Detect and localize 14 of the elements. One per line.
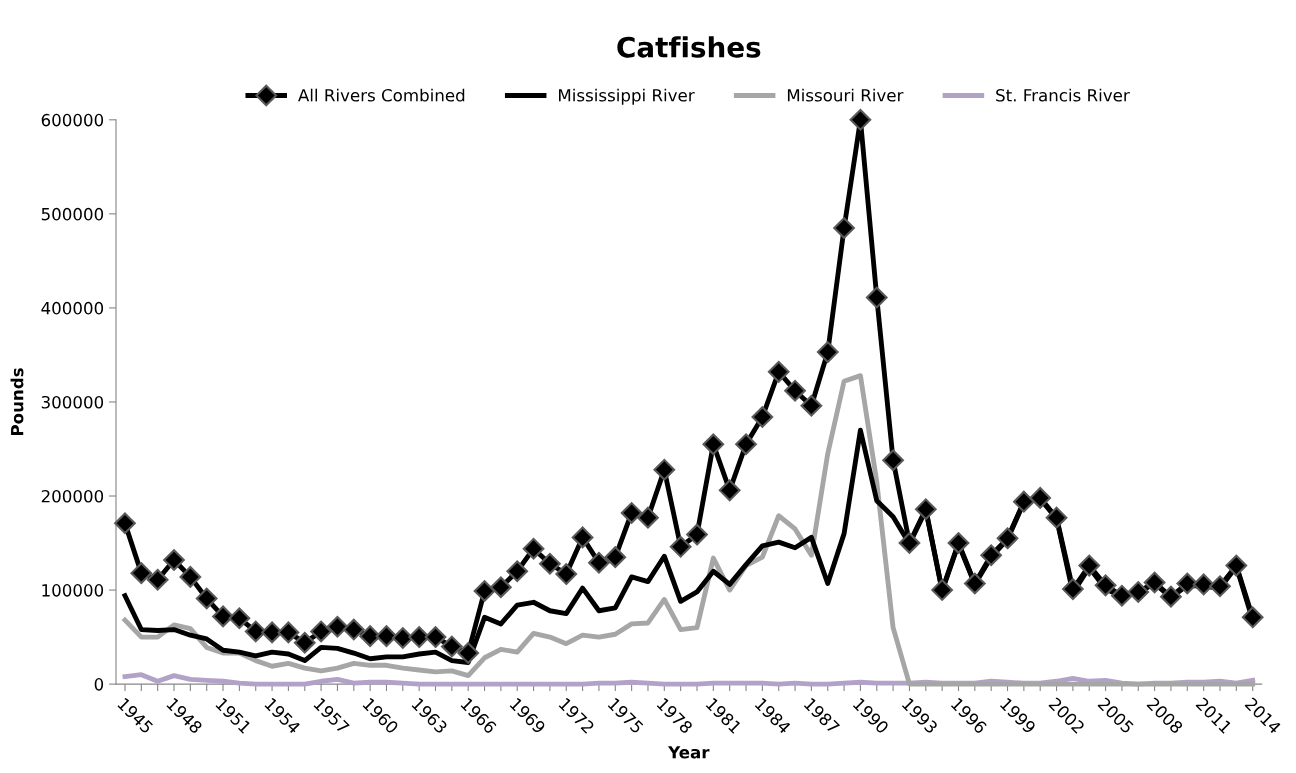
y-tick-label: 0 [94, 678, 104, 691]
legend-label: All Rivers Combined [298, 88, 465, 102]
legend-label: Mississippi River [559, 88, 695, 105]
legend-label: St. Francis River [996, 88, 1130, 102]
y-axis-title: Pounds [10, 368, 24, 436]
y-tick-label: 300000 [41, 395, 104, 409]
x-axis-title: Year [668, 746, 710, 759]
y-tick-label: 500000 [41, 207, 104, 221]
y-tick-label: 200000 [41, 489, 104, 503]
chart-title: Catfishes [617, 36, 761, 58]
y-tick-label: 100000 [42, 584, 104, 597]
y-tick-label: 600000 [41, 113, 104, 127]
legend-label: Missouri River [787, 88, 904, 102]
y-tick-label: 400000 [41, 301, 104, 315]
